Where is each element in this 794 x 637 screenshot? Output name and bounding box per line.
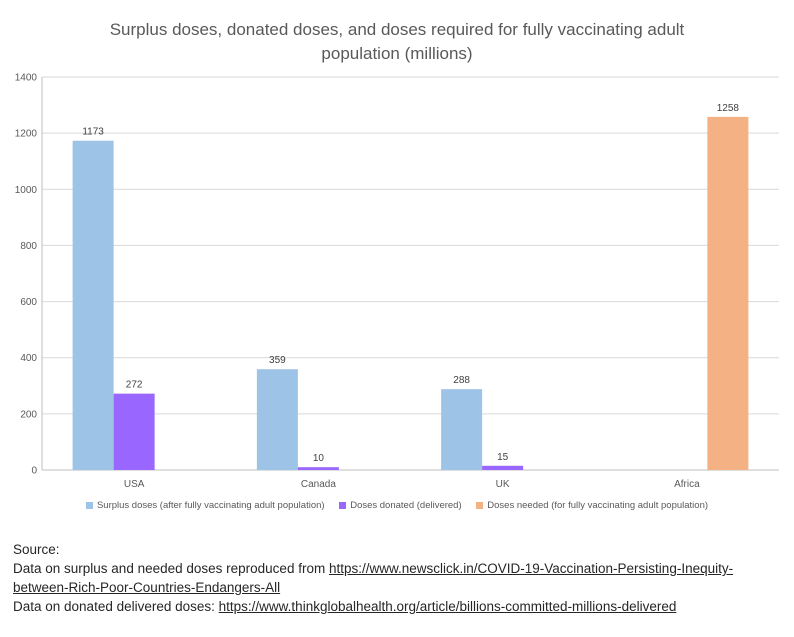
source-notes: Source: Data on surplus and needed doses… xyxy=(13,540,783,616)
y-tick-label-200: 200 xyxy=(20,409,37,420)
source-line-1-prefix: Data on surplus and needed doses reprodu… xyxy=(13,561,329,576)
x-tick-label-canada: Canada xyxy=(301,479,336,490)
source-link-thinkglobalhealth[interactable]: https://www.thinkglobalhealth.org/articl… xyxy=(218,599,677,614)
legend-swatch-surplus xyxy=(85,502,93,509)
y-tick-label-400: 400 xyxy=(20,353,37,364)
source-line-2-prefix: Data on donated delivered doses: xyxy=(13,599,219,614)
legend-label-needed: Doses needed (for fully vaccinating adul… xyxy=(487,500,709,511)
legend-item-surplus: Surplus doses (after fully vaccinating a… xyxy=(85,500,325,511)
chart-title-line-2: population (millions) xyxy=(321,44,473,63)
chart-plot-area: 0 200 400 600 800 1000 1200 1400 1173 272 USA 359 10… xyxy=(15,73,779,490)
legend-label-surplus: Surplus doses (after fully vaccinating a… xyxy=(96,500,325,511)
source-line-1: Data on surplus and needed doses reprodu… xyxy=(13,559,783,597)
data-label-canada-series-1: 10 xyxy=(313,453,325,464)
bar-usa-series-0 xyxy=(72,140,114,470)
bar-canada-series-1 xyxy=(297,467,339,470)
chart-title: Surplus doses, donated doses, and doses … xyxy=(0,18,794,66)
y-tick-label-800: 800 xyxy=(20,241,37,252)
bar-usa-series-1 xyxy=(113,393,155,470)
legend-item-needed: Doses needed (for fully vaccinating adul… xyxy=(476,500,708,511)
y-tick-label-1400: 1400 xyxy=(15,73,38,84)
y-tick-label-1000: 1000 xyxy=(15,185,38,196)
data-label-uk-series-1: 15 xyxy=(497,452,509,463)
bar-canada-series-0 xyxy=(256,369,298,470)
data-label-africa-series-2: 1258 xyxy=(717,103,740,114)
bar-africa-series-2 xyxy=(707,116,749,471)
source-heading: Source: xyxy=(13,542,60,557)
legend-swatch-needed xyxy=(476,502,484,509)
chart-legend: Surplus doses (after fully vaccinating a… xyxy=(0,500,794,512)
x-tick-label-africa: Africa xyxy=(674,479,700,490)
source-line-2: Data on donated delivered doses: https:/… xyxy=(13,597,783,616)
data-label-usa-series-0: 1173 xyxy=(82,127,104,138)
legend-swatch-donated xyxy=(339,502,347,509)
y-tick-label-0: 0 xyxy=(31,466,37,477)
bar-uk-series-1 xyxy=(482,465,524,470)
x-tick-label-usa: USA xyxy=(124,479,145,490)
chart-title-line-1: Surplus doses, donated doses, and doses … xyxy=(109,20,685,39)
source-link-newsclick[interactable]: https://www.newsclick.in/COVID-19-Vaccin… xyxy=(13,561,734,595)
x-tick-label-uk: UK xyxy=(496,479,510,490)
data-label-usa-series-1: 272 xyxy=(126,380,143,391)
data-label-uk-series-0: 288 xyxy=(453,375,470,386)
data-label-canada-series-0: 359 xyxy=(269,355,286,366)
bar-uk-series-0 xyxy=(441,389,483,470)
y-tick-label-600: 600 xyxy=(20,297,37,308)
legend-label-donated: Doses donated (delivered) xyxy=(350,500,462,511)
y-tick-label-1200: 1200 xyxy=(15,129,38,140)
legend-item-donated: Doses donated (delivered) xyxy=(339,500,462,511)
